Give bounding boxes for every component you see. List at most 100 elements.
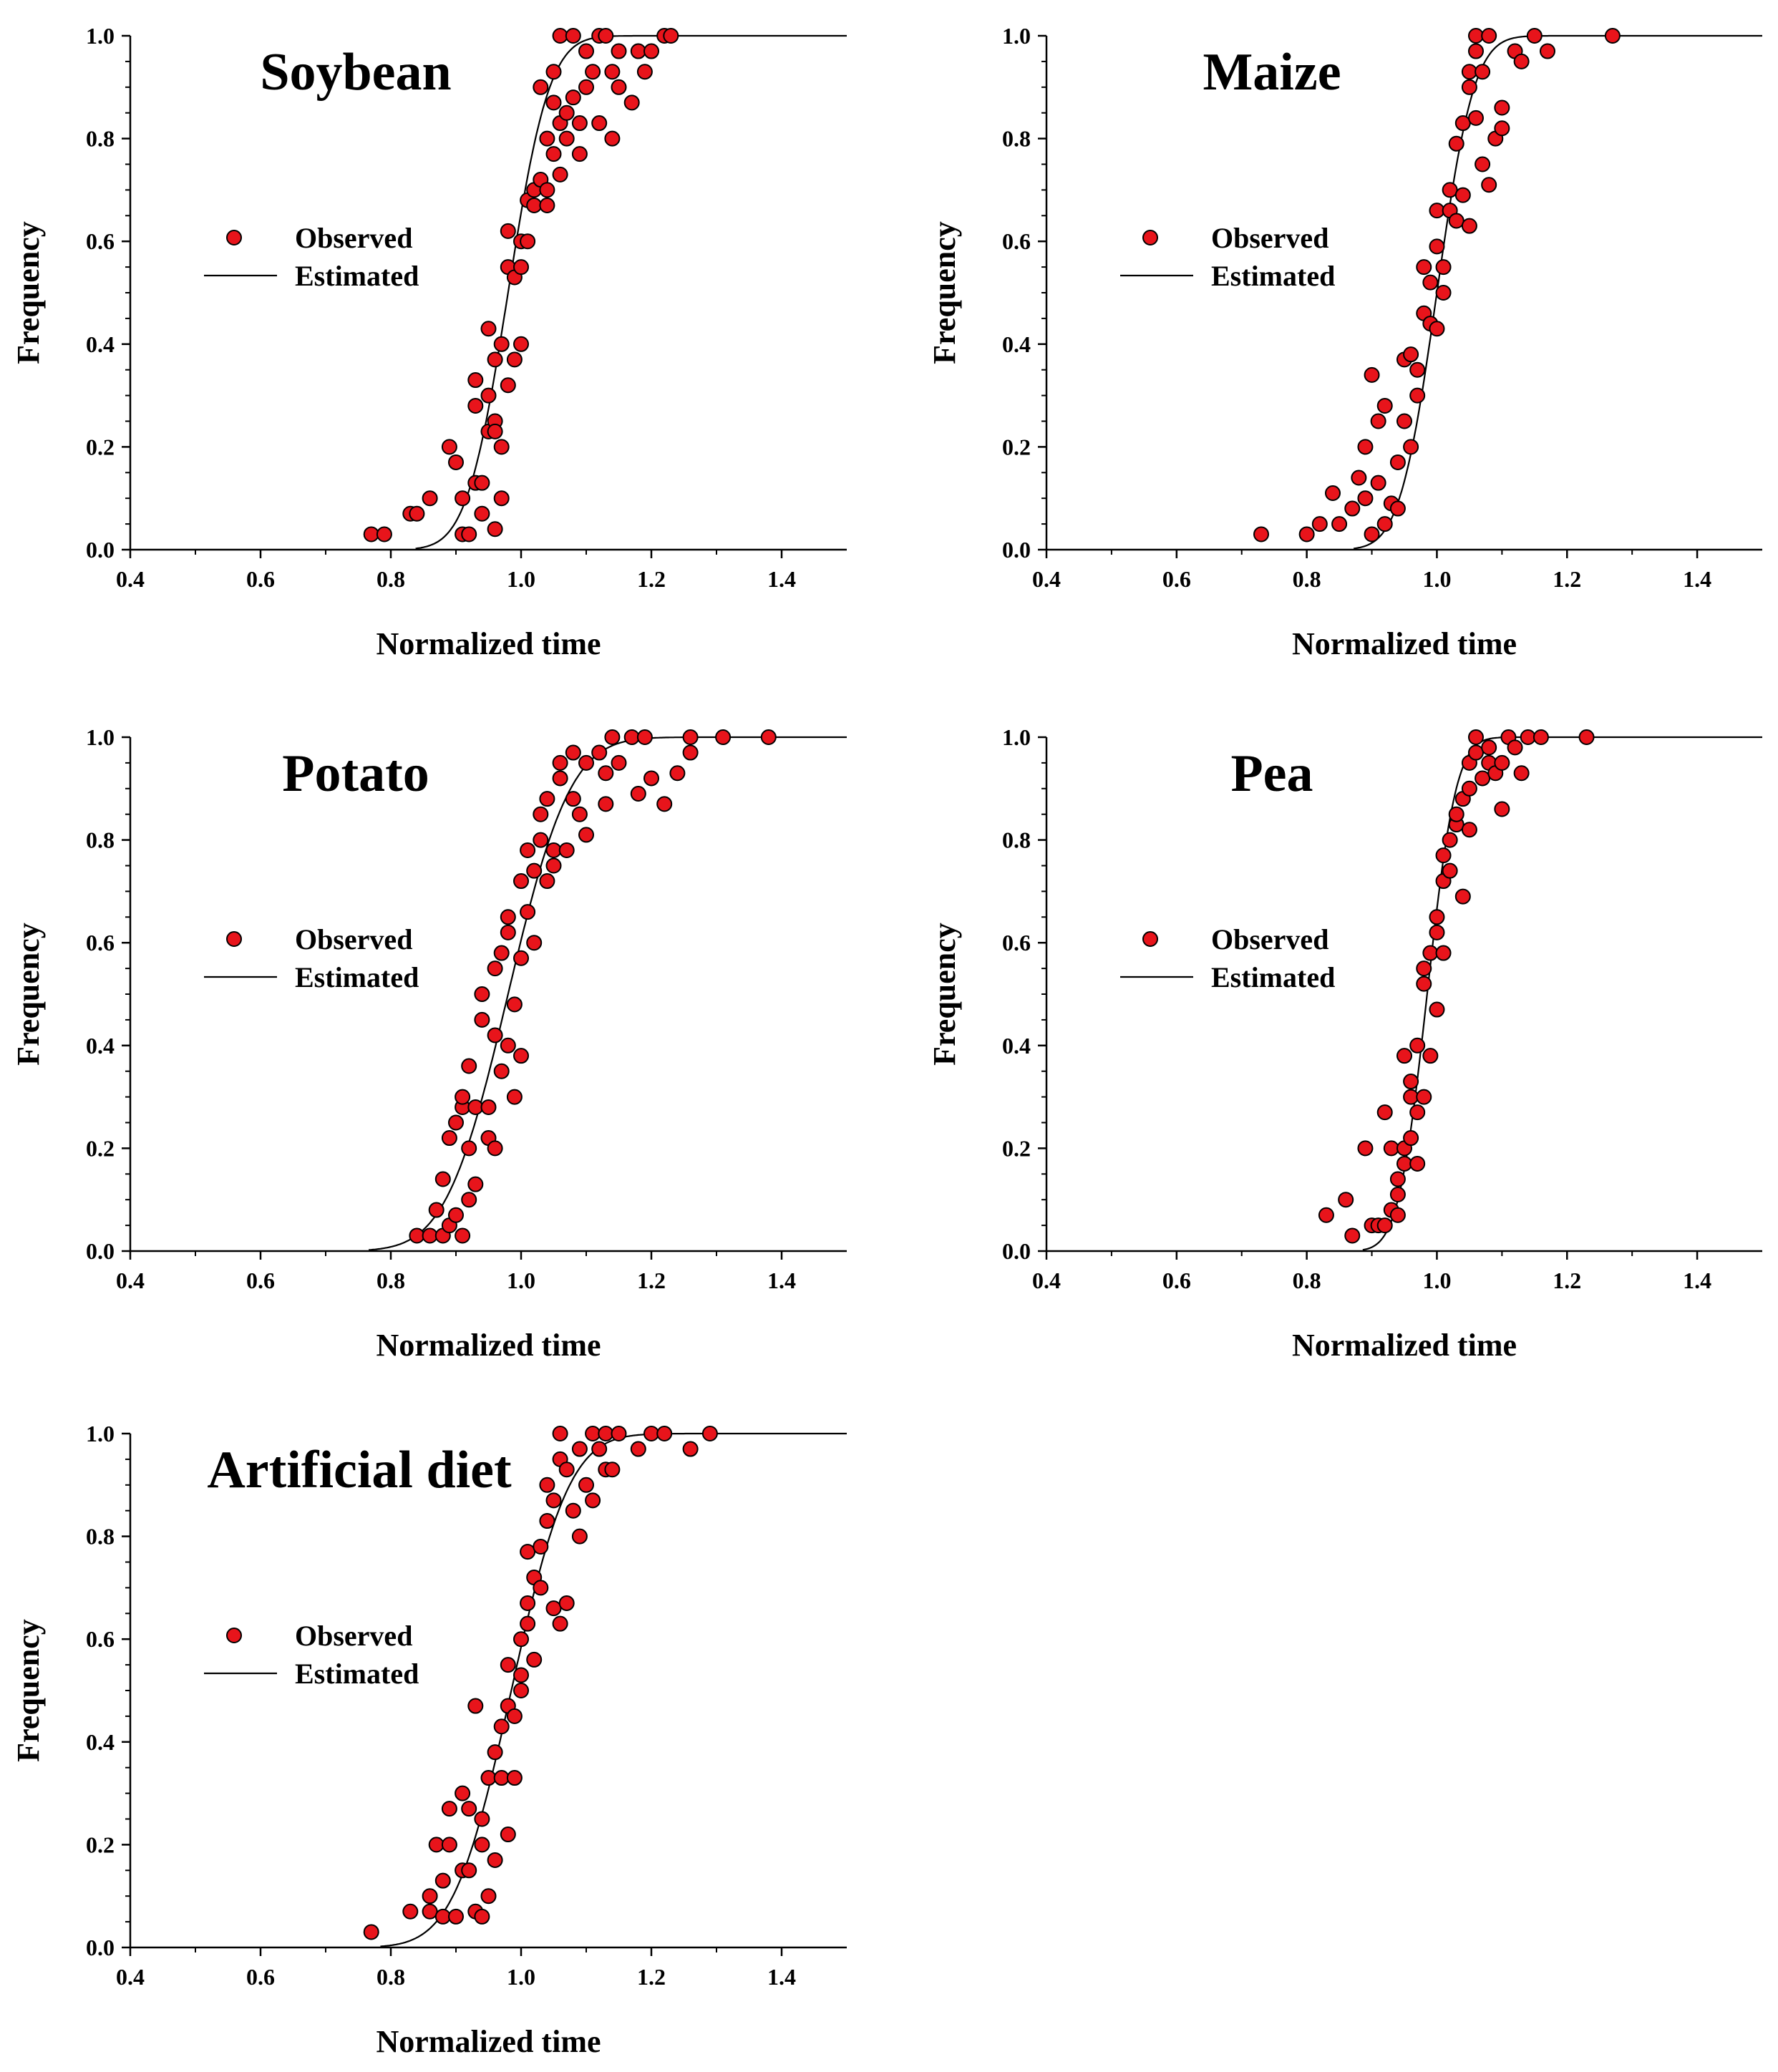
observed-point (1422, 945, 1439, 961)
observed-point (480, 1888, 497, 1905)
observed-point (656, 796, 673, 812)
x-tick-label: 0.4 (1032, 566, 1061, 592)
observed-point (493, 1063, 510, 1079)
observed-point (1435, 259, 1452, 276)
observed-point (1448, 135, 1464, 152)
observed-point (545, 64, 562, 80)
observed-point (1520, 729, 1536, 745)
observed-point (1376, 516, 1393, 532)
observed-point (1468, 744, 1484, 761)
x-tick-label: 0.4 (1032, 1268, 1061, 1293)
estimated-curve (415, 34, 847, 550)
observed-point (1376, 397, 1393, 414)
observed-point (604, 64, 621, 80)
observed-point (506, 996, 523, 1013)
observed-point (441, 439, 457, 455)
legend: Observed Estimated (204, 1620, 419, 1690)
observed-point (1376, 1104, 1393, 1121)
observed-point (1389, 500, 1406, 517)
legend-observed-marker (1142, 931, 1158, 947)
observed-point (701, 1426, 718, 1441)
chart-panel-2: 0.4 0.6 0.8 1.0 1.2 1.4 0.0 0.2 0.4 0.6 0.8 1.0 Norm… (927, 23, 1762, 661)
observed-point (487, 1744, 503, 1761)
observed-point (1376, 1217, 1393, 1234)
observed-point (611, 754, 627, 771)
panel-title: Potato (282, 744, 429, 803)
legend: Observed Estimated (1120, 222, 1335, 292)
observed-point (513, 1631, 529, 1648)
legend: Observed Estimated (204, 923, 419, 993)
observed-point (585, 1492, 601, 1509)
observed-point (448, 1114, 464, 1131)
observed-point (1338, 1192, 1354, 1208)
observed-point (598, 796, 614, 812)
observed-point (539, 130, 555, 147)
x-tick-label: 0.8 (377, 1964, 405, 1990)
y-axis-label: Frequency (927, 923, 962, 1066)
y-tick-label: 1.0 (86, 1421, 115, 1446)
observed-point (1481, 28, 1497, 44)
observed-point (1403, 439, 1419, 455)
observed-point (493, 439, 510, 455)
observed-point (506, 1770, 523, 1786)
chart-panel-4: 0.4 0.6 0.8 1.0 1.2 1.4 0.0 0.2 0.4 0.6 0.8 1.0 Norm… (927, 724, 1762, 1363)
x-tick-label: 1.2 (637, 566, 666, 592)
observed-point (506, 1708, 523, 1724)
x-tick-label: 1.4 (767, 1964, 796, 1990)
observed-point (487, 521, 503, 538)
observed-point (545, 146, 562, 162)
x-tick-label: 1.0 (1422, 566, 1451, 592)
observed-point (461, 1140, 477, 1157)
observed-point (1454, 888, 1471, 905)
observed-point (1475, 770, 1491, 787)
observed-point (1429, 924, 1445, 940)
observed-point (545, 1600, 562, 1617)
observed-point (1403, 1089, 1419, 1105)
observed-point (487, 960, 503, 977)
observed-point (513, 336, 529, 352)
observed-point (1461, 780, 1477, 797)
observed-point (1461, 79, 1477, 95)
observed-point (500, 1037, 516, 1054)
observed-point (1396, 1155, 1412, 1172)
observed-point (533, 79, 549, 95)
observed-point (1532, 729, 1549, 745)
y-tick-label: 0.8 (1002, 126, 1031, 152)
observed-point (467, 1698, 484, 1714)
observed-point (480, 321, 497, 337)
observed-point (1429, 1001, 1445, 1018)
observed-point (578, 754, 594, 771)
panel-title: Soybean (260, 43, 451, 102)
observed-point (487, 1852, 503, 1868)
observed-point (513, 1048, 529, 1064)
observed-point (480, 1099, 497, 1115)
observed-point (1357, 490, 1374, 507)
legend-observed-marker (226, 931, 242, 947)
observed-point (461, 1058, 477, 1074)
y-tick-label: 0.0 (86, 1935, 115, 1960)
estimated-curve (1362, 736, 1762, 1251)
y-tick-label: 0.6 (86, 228, 115, 254)
legend-observed-marker (226, 1628, 242, 1643)
x-tick-label: 1.0 (507, 1964, 535, 1990)
observed-point (1409, 1037, 1426, 1054)
observed-point (1435, 847, 1452, 864)
observed-point (493, 945, 510, 961)
observed-point (1494, 754, 1510, 771)
observed-point (598, 1426, 614, 1441)
observed-point (565, 744, 581, 761)
observed-point (474, 475, 490, 491)
observed-point (598, 28, 614, 44)
observed-point (565, 1502, 581, 1519)
legend-observed-marker (226, 230, 242, 245)
observed-point (611, 79, 627, 95)
y-tick-label: 0.6 (86, 1626, 115, 1652)
observed-point (520, 1595, 536, 1611)
observed-point (682, 729, 699, 745)
observed-point (1442, 182, 1458, 198)
x-axis-label: Normalized time (377, 2024, 601, 2059)
observed-point (513, 1667, 529, 1683)
observed-point (558, 1595, 575, 1611)
observed-point (1461, 822, 1477, 838)
observed-point (1429, 909, 1445, 925)
